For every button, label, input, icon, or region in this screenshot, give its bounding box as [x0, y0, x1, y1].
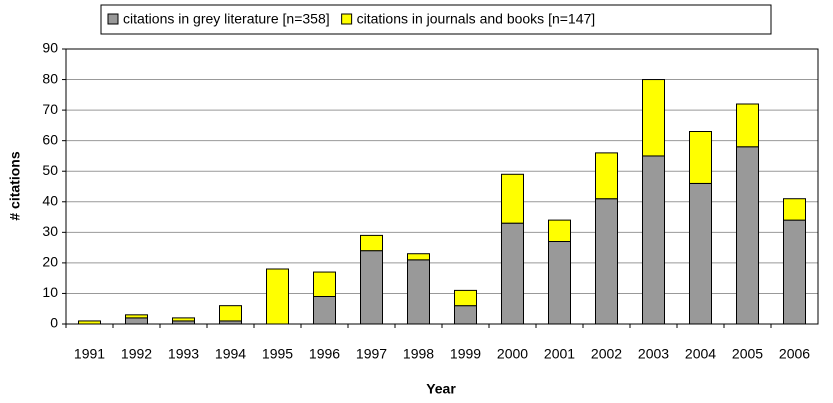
x-tick-label: 1994: [215, 346, 246, 362]
bar-segment: [736, 103, 759, 148]
legend-label: citations in grey literature [n=358]: [123, 11, 330, 27]
bar-segment: [407, 253, 430, 261]
x-tick-label: 1991: [74, 346, 105, 362]
bar-segment: [595, 198, 618, 325]
bar-segment: [266, 268, 289, 325]
legend-label: citations in journals and books [n=147]: [357, 11, 596, 27]
x-axis-label: Year: [426, 381, 456, 397]
bar-segment: [501, 222, 524, 325]
bar-segment: [360, 234, 383, 252]
legend-swatch: [107, 13, 119, 25]
y-tick-label: 40: [42, 192, 58, 208]
y-tick-label: 70: [42, 101, 58, 117]
y-tick-label: 0: [50, 315, 58, 331]
x-tick-label: 2002: [591, 346, 622, 362]
x-tick-label: 1993: [168, 346, 199, 362]
bar-segment: [689, 182, 712, 325]
bar-segment: [313, 271, 336, 297]
legend-swatch: [341, 13, 353, 25]
bar-segment: [313, 296, 336, 325]
y-axis-label: # citations: [7, 151, 23, 220]
y-tick-label: 90: [42, 40, 58, 56]
bar-segment: [219, 305, 242, 322]
bar-segment: [783, 219, 806, 325]
legend-box: [100, 4, 772, 35]
bar-segment: [501, 173, 524, 224]
y-tick-label: 80: [42, 70, 58, 86]
bar-segment: [548, 241, 571, 325]
bar-segment: [736, 146, 759, 325]
bar-segment: [595, 152, 618, 200]
x-tick-label: 2005: [732, 346, 763, 362]
x-tick-label: 1992: [121, 346, 152, 362]
bar-segment: [125, 314, 148, 319]
x-tick-label: 2000: [497, 346, 528, 362]
bar-segment: [548, 219, 571, 243]
x-tick-label: 2004: [685, 346, 716, 362]
bar-segment: [172, 317, 195, 322]
bar-segment: [689, 131, 712, 184]
y-tick-label: 50: [42, 162, 58, 178]
y-tick-label: 30: [42, 223, 58, 239]
y-tick-label: 20: [42, 254, 58, 270]
x-tick-label: 1996: [309, 346, 340, 362]
y-tick-label: 10: [42, 284, 58, 300]
bar-segment: [783, 198, 806, 221]
bar-segment: [125, 317, 148, 325]
x-tick-label: 1995: [262, 346, 293, 362]
x-tick-label: 1998: [403, 346, 434, 362]
bar-segment: [642, 79, 665, 157]
bar-segment: [454, 289, 477, 307]
bar-segment: [642, 155, 665, 325]
bar-segment: [78, 320, 101, 325]
x-tick-label: 1999: [450, 346, 481, 362]
x-tick-label: 2003: [638, 346, 669, 362]
bar-segment: [454, 305, 477, 325]
x-tick-label: 2006: [779, 346, 810, 362]
bar-segment: [407, 259, 430, 325]
y-tick-label: 60: [42, 131, 58, 147]
x-tick-label: 1997: [356, 346, 387, 362]
x-tick-label: 2001: [544, 346, 575, 362]
bar-segment: [360, 250, 383, 325]
